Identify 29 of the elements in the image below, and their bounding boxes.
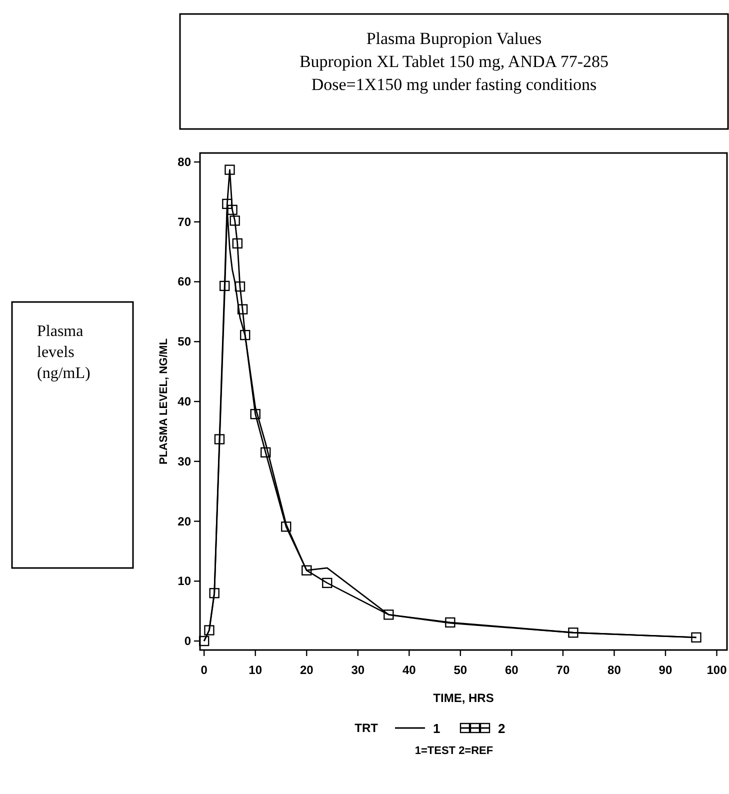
y-tick-label: 80 <box>178 154 192 169</box>
x-tick-label: 40 <box>402 663 416 677</box>
x-tick-label: 20 <box>300 663 314 677</box>
x-tick-label: 100 <box>706 663 728 677</box>
x-tick-label: 70 <box>556 663 570 677</box>
y-tick-label: 30 <box>178 454 192 468</box>
y-tick-label: 50 <box>178 334 192 349</box>
x-tick-label: 60 <box>505 663 519 677</box>
chart-subtitle: Bupropion XL Tablet 150 mg, ANDA 77-285 Dose=1X150 mg under fasting conditions <box>299 52 609 94</box>
y-tick-label: 60 <box>178 274 192 289</box>
x-tick-label: 90 <box>658 663 672 677</box>
x-tick-label: 0 <box>200 663 208 677</box>
y-tick-label: 40 <box>178 394 192 408</box>
x-tick-label: 50 <box>454 663 468 677</box>
y-axis-title: PLASMA LEVEL, NG/ML <box>158 338 170 465</box>
y-tick-label: 0 <box>184 634 192 648</box>
chart-title: Plasma Bupropion Values <box>366 29 542 48</box>
y-tick-label: 70 <box>178 214 192 229</box>
y-tick-label: 10 <box>178 574 192 588</box>
x-tick-label: 80 <box>608 663 622 677</box>
legend-title: TRT <box>354 721 379 735</box>
x-axis-title: TIME, HRS <box>433 691 494 705</box>
x-tick-label: 30 <box>351 663 365 677</box>
legend-label: 2 <box>498 721 506 736</box>
y-tick-label: 20 <box>178 514 192 528</box>
legend-label: 1 <box>433 721 440 736</box>
x-tick-label: 10 <box>248 663 262 677</box>
text: Plasma levels (ng/mL) <box>37 323 90 382</box>
text: 1=TEST 2=REF <box>414 745 494 757</box>
